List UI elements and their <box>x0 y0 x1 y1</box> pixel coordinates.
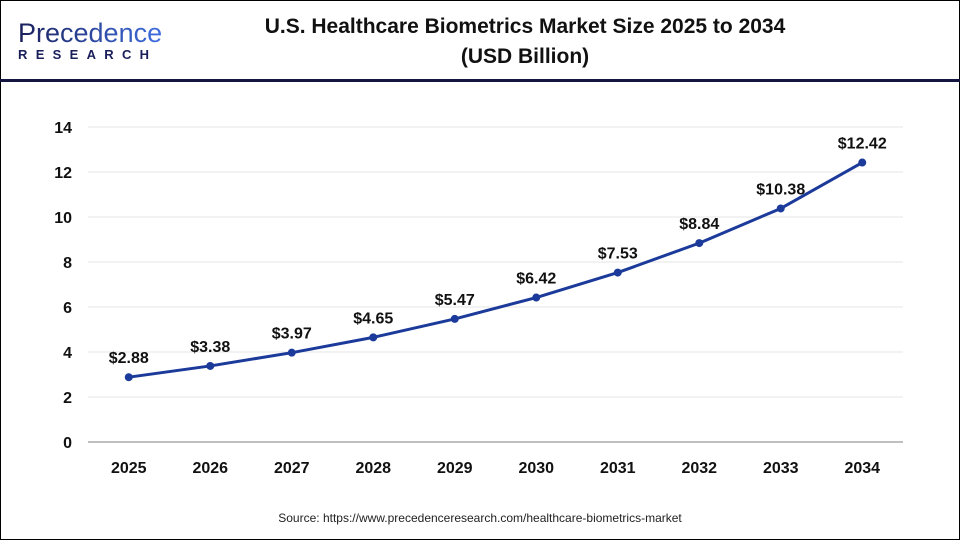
y-tick-label: 4 <box>63 345 72 362</box>
data-point <box>124 373 133 382</box>
y-tick-label: 14 <box>54 120 72 137</box>
y-tick-label: 0 <box>63 435 72 452</box>
data-point <box>695 239 704 248</box>
data-label: $6.42 <box>516 271 556 288</box>
logo-main-text: Precedence <box>18 18 163 48</box>
data-label: $12.42 <box>838 136 887 153</box>
x-tick-label: 2032 <box>681 460 717 477</box>
x-tick-label: 2026 <box>192 460 228 477</box>
chart-title: U.S. Healthcare Biometrics Market Size 2… <box>200 12 850 72</box>
x-tick-label: 2025 <box>111 460 147 477</box>
data-label: $3.38 <box>190 339 230 356</box>
data-point <box>369 333 378 342</box>
x-tick-label: 2027 <box>274 460 310 477</box>
data-point <box>532 293 541 302</box>
x-tick-label: 2028 <box>355 460 391 477</box>
data-point <box>858 158 867 167</box>
header-divider <box>0 79 960 82</box>
y-tick-label: 8 <box>63 255 72 272</box>
data-label: $3.97 <box>272 326 312 343</box>
data-label: $8.84 <box>679 216 719 233</box>
data-label: $7.53 <box>598 246 638 263</box>
logo-sub-text: RESEARCH <box>18 47 158 62</box>
y-tick-label: 6 <box>63 300 72 317</box>
data-label: $5.47 <box>435 292 475 309</box>
title-line-1: U.S. Healthcare Biometrics Market Size 2… <box>264 15 786 38</box>
data-point <box>287 348 296 357</box>
y-tick-label: 12 <box>54 165 72 182</box>
title-line-2: (USD Billion) <box>460 45 590 68</box>
series-line <box>128 161 863 379</box>
data-point <box>613 268 622 277</box>
y-tick-label: 2 <box>63 390 72 407</box>
data-point <box>776 204 785 213</box>
x-tick-label: 2030 <box>518 460 554 477</box>
x-tick-label: 2031 <box>600 460 636 477</box>
x-tick-label: 2034 <box>844 460 880 477</box>
x-tick-label: 2033 <box>763 460 799 477</box>
data-label: $10.38 <box>756 181 805 198</box>
data-point <box>450 314 459 323</box>
y-tick-label: 10 <box>54 210 72 227</box>
data-label: $2.88 <box>109 350 149 367</box>
x-tick-label: 2029 <box>437 460 473 477</box>
data-point <box>206 361 215 370</box>
source-note: Source: https://www.precedenceresearch.c… <box>278 511 682 525</box>
data-label: $4.65 <box>353 310 393 327</box>
precedence-research-logo: Precedence RESEARCH <box>18 18 163 63</box>
